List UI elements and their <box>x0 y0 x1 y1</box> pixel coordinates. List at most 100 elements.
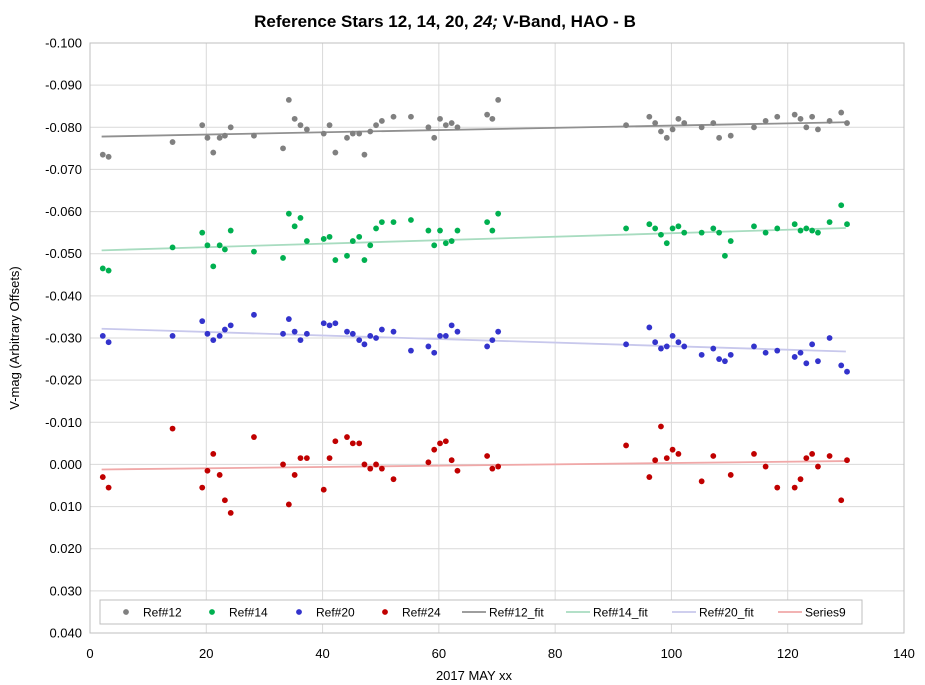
point-ref-24 <box>221 497 228 504</box>
point-ref-14 <box>99 265 106 272</box>
legend-label-series9: Series9 <box>805 606 846 620</box>
point-ref-20 <box>454 328 461 335</box>
point-ref-14 <box>326 233 333 240</box>
y-tick-label: 0.000 <box>49 457 82 472</box>
point-ref-20 <box>797 349 804 356</box>
point-ref-24 <box>815 463 821 470</box>
point-ref-12 <box>303 126 310 133</box>
y-axis-ticks: -0.100 -0.090 -0.080 -0.070 -0.060 -0.050 -0.0… <box>45 36 82 641</box>
point-ref-24 <box>361 461 368 468</box>
point-ref-12 <box>210 149 217 156</box>
point-ref-12 <box>99 151 106 158</box>
point-ref-12 <box>199 122 206 129</box>
point-ref-20 <box>815 358 821 365</box>
point-ref-24 <box>367 465 374 472</box>
point-ref-14 <box>448 238 455 244</box>
point-ref-24 <box>373 461 379 468</box>
point-ref-24 <box>826 453 833 459</box>
point-ref-14 <box>361 257 368 263</box>
point-ref-12 <box>658 128 664 135</box>
point-ref-14 <box>349 238 356 244</box>
point-ref-20 <box>344 328 350 335</box>
x-axis-ticks: 0 20 40 60 80 100 120 140 <box>86 646 914 661</box>
point-ref-24 <box>326 455 333 462</box>
point-ref-20 <box>408 347 414 354</box>
point-ref-12 <box>356 130 363 137</box>
point-ref-20 <box>280 330 286 337</box>
series-line-series9 <box>101 460 846 471</box>
y-tick-label: -0.100 <box>45 36 82 51</box>
point-ref-24 <box>803 455 810 462</box>
point-ref-24 <box>344 434 350 440</box>
point-ref-14 <box>320 236 327 242</box>
point-ref-24 <box>698 478 705 485</box>
point-ref-20 <box>716 356 723 362</box>
point-ref-20 <box>291 328 298 335</box>
point-ref-14 <box>356 233 363 240</box>
point-ref-20 <box>210 337 217 344</box>
point-ref-12 <box>797 115 804 122</box>
point-ref-24 <box>227 509 234 516</box>
point-ref-20 <box>442 332 449 339</box>
x-tick-label: 100 <box>661 646 683 661</box>
point-ref-14 <box>495 210 502 217</box>
point-ref-14 <box>221 246 228 253</box>
point-ref-24 <box>495 463 502 470</box>
legend-marker-ref-12 <box>123 609 129 615</box>
point-ref-14 <box>169 244 176 251</box>
point-ref-20 <box>367 332 374 339</box>
y-tick-label: -0.010 <box>45 415 82 430</box>
point-ref-20 <box>349 330 356 337</box>
y-tick-label: -0.050 <box>45 246 82 261</box>
point-ref-14 <box>442 240 449 247</box>
point-ref-20 <box>378 326 385 333</box>
point-ref-14 <box>716 229 723 236</box>
point-ref-20 <box>489 337 496 344</box>
point-ref-24 <box>285 501 292 508</box>
point-ref-12 <box>844 120 850 126</box>
x-tick-label: 20 <box>199 646 213 661</box>
point-ref-20 <box>99 332 106 339</box>
point-ref-24 <box>291 472 298 478</box>
x-tick-label: 0 <box>86 646 93 661</box>
point-ref-24 <box>431 446 438 453</box>
point-ref-24 <box>844 457 850 464</box>
point-ref-24 <box>489 465 496 472</box>
point-ref-12 <box>251 132 257 139</box>
x-tick-label: 120 <box>777 646 799 661</box>
point-ref-12 <box>809 113 816 120</box>
point-ref-12 <box>361 151 368 158</box>
point-ref-12 <box>326 122 333 129</box>
point-ref-12 <box>297 122 304 129</box>
point-ref-14 <box>809 227 816 234</box>
point-ref-24 <box>448 457 455 464</box>
legend-label-ref-14: Ref#14 <box>229 606 268 620</box>
legend-label-ref-24: Ref#24 <box>402 606 441 620</box>
point-ref-12 <box>663 134 670 141</box>
point-ref-14 <box>774 225 781 232</box>
point-ref-20 <box>774 347 781 354</box>
point-ref-20 <box>658 345 664 352</box>
legend-label-ref-14-fit: Ref#14_fit <box>593 606 648 620</box>
point-ref-20 <box>425 343 432 350</box>
point-ref-14 <box>291 223 298 230</box>
point-ref-14 <box>332 257 339 263</box>
point-ref-24 <box>791 484 798 491</box>
point-ref-20 <box>431 349 438 356</box>
point-ref-14 <box>390 219 397 226</box>
plot-border <box>89 42 905 634</box>
point-ref-12 <box>291 115 298 122</box>
point-ref-12 <box>762 118 769 124</box>
point-ref-14 <box>669 225 676 232</box>
point-ref-20 <box>751 343 757 350</box>
point-ref-24 <box>356 440 363 447</box>
point-ref-24 <box>484 453 491 459</box>
point-ref-24 <box>442 438 449 445</box>
legend-label-ref-12-fit: Ref#12_fit <box>489 606 544 620</box>
point-ref-24 <box>378 465 385 472</box>
point-ref-14 <box>210 263 217 270</box>
point-ref-14 <box>762 229 769 236</box>
point-ref-24 <box>169 425 176 432</box>
x-tick-label: 60 <box>432 646 446 661</box>
point-ref-12 <box>280 145 286 152</box>
